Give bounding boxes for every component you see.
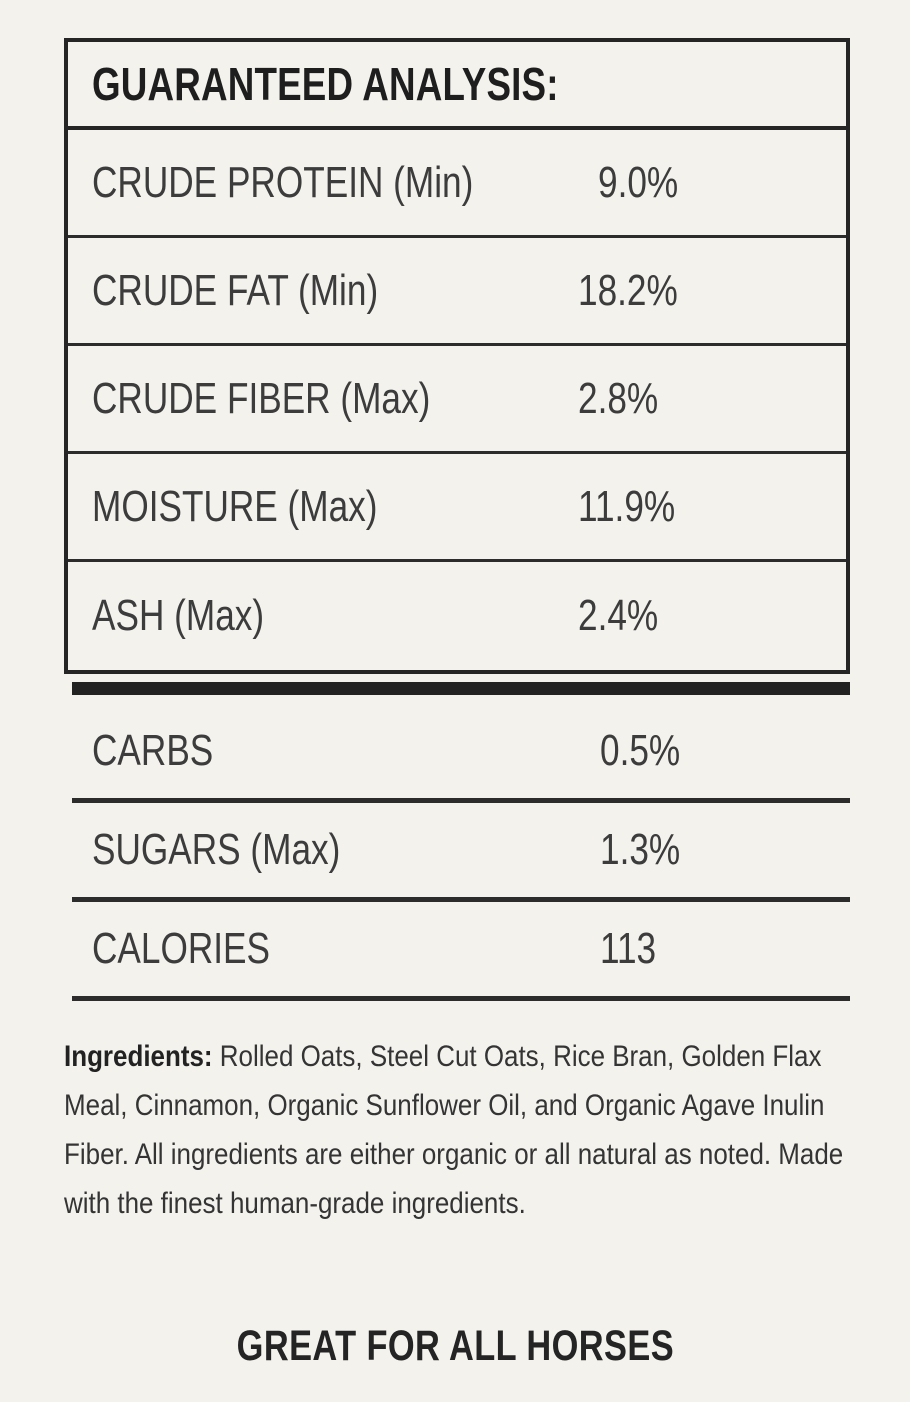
ingredients-paragraph: Ingredients: Rolled Oats, Steel Cut Oats…	[64, 1032, 860, 1228]
table-row: SUGARS (Max) 1.3%	[72, 803, 850, 902]
section-divider-bar	[72, 682, 850, 695]
row-value: 2.4%	[578, 591, 659, 640]
row-value-cell: 113	[600, 927, 850, 971]
row-label: CALORIES	[92, 924, 271, 973]
row-label: CARBS	[92, 726, 214, 775]
row-value-cell: 2.4%	[578, 594, 846, 638]
row-value-cell: 0.5%	[600, 729, 850, 773]
row-label: MOISTURE (Max)	[92, 481, 378, 531]
row-value: 9.0%	[598, 157, 679, 207]
row-value: 1.3%	[600, 825, 681, 874]
guaranteed-analysis-heading: GUARANTEED ANALYSIS:	[68, 42, 846, 130]
row-label-cell: MOISTURE (Max)	[68, 481, 578, 531]
row-value-cell: 18.2%	[578, 265, 846, 315]
row-label-cell: SUGARS (Max)	[72, 828, 600, 872]
row-label: SUGARS (Max)	[92, 825, 341, 874]
row-label-cell: CRUDE FIBER (Max)	[68, 373, 578, 423]
row-value: 113	[600, 924, 657, 973]
table-row: CALORIES 113	[72, 902, 850, 1001]
table-row: ASH (Max) 2.4%	[68, 562, 846, 670]
row-value: 2.8%	[578, 373, 659, 423]
guaranteed-analysis-table: GUARANTEED ANALYSIS: CRUDE PROTEIN (Min)…	[64, 38, 850, 674]
table-row: CRUDE FAT (Min) 18.2%	[68, 238, 846, 346]
guaranteed-analysis-heading-text: GUARANTEED ANALYSIS:	[92, 58, 559, 110]
table-row: CARBS 0.5%	[72, 704, 850, 803]
row-value: 0.5%	[600, 726, 681, 775]
row-label: CRUDE FIBER (Max)	[92, 373, 431, 423]
row-value-cell: 9.0%	[598, 157, 846, 207]
table-row: CRUDE PROTEIN (Min) 9.0%	[68, 130, 846, 238]
row-value-cell: 2.8%	[578, 373, 846, 423]
row-label-cell: CRUDE PROTEIN (Min)	[68, 157, 598, 207]
table-row: CRUDE FIBER (Max) 2.8%	[68, 346, 846, 454]
ingredients-heading: Ingredients:	[64, 1040, 213, 1073]
ingredients-body: Rolled Oats, Steel Cut Oats, Rice Bran, …	[64, 1040, 844, 1220]
row-value-cell: 1.3%	[600, 828, 850, 872]
row-value: 18.2%	[578, 265, 678, 315]
row-value: 11.9%	[578, 481, 676, 531]
footer-tagline: GREAT FOR ALL HORSES	[0, 1325, 910, 1368]
row-label: ASH (Max)	[92, 591, 265, 640]
row-label: CRUDE PROTEIN (Min)	[92, 157, 474, 207]
row-label-cell: CALORIES	[72, 927, 600, 971]
secondary-analysis-list: CARBS 0.5% SUGARS (Max) 1.3% CALORIES 11…	[72, 704, 850, 1001]
row-label-cell: CARBS	[72, 729, 600, 773]
row-label: CRUDE FAT (Min)	[92, 265, 379, 315]
footer-tagline-text: GREAT FOR ALL HORSES	[236, 1322, 674, 1370]
row-label-cell: CRUDE FAT (Min)	[68, 265, 578, 315]
row-label-cell: ASH (Max)	[68, 594, 578, 638]
row-value-cell: 11.9%	[578, 481, 846, 531]
table-row: MOISTURE (Max) 11.9%	[68, 454, 846, 562]
